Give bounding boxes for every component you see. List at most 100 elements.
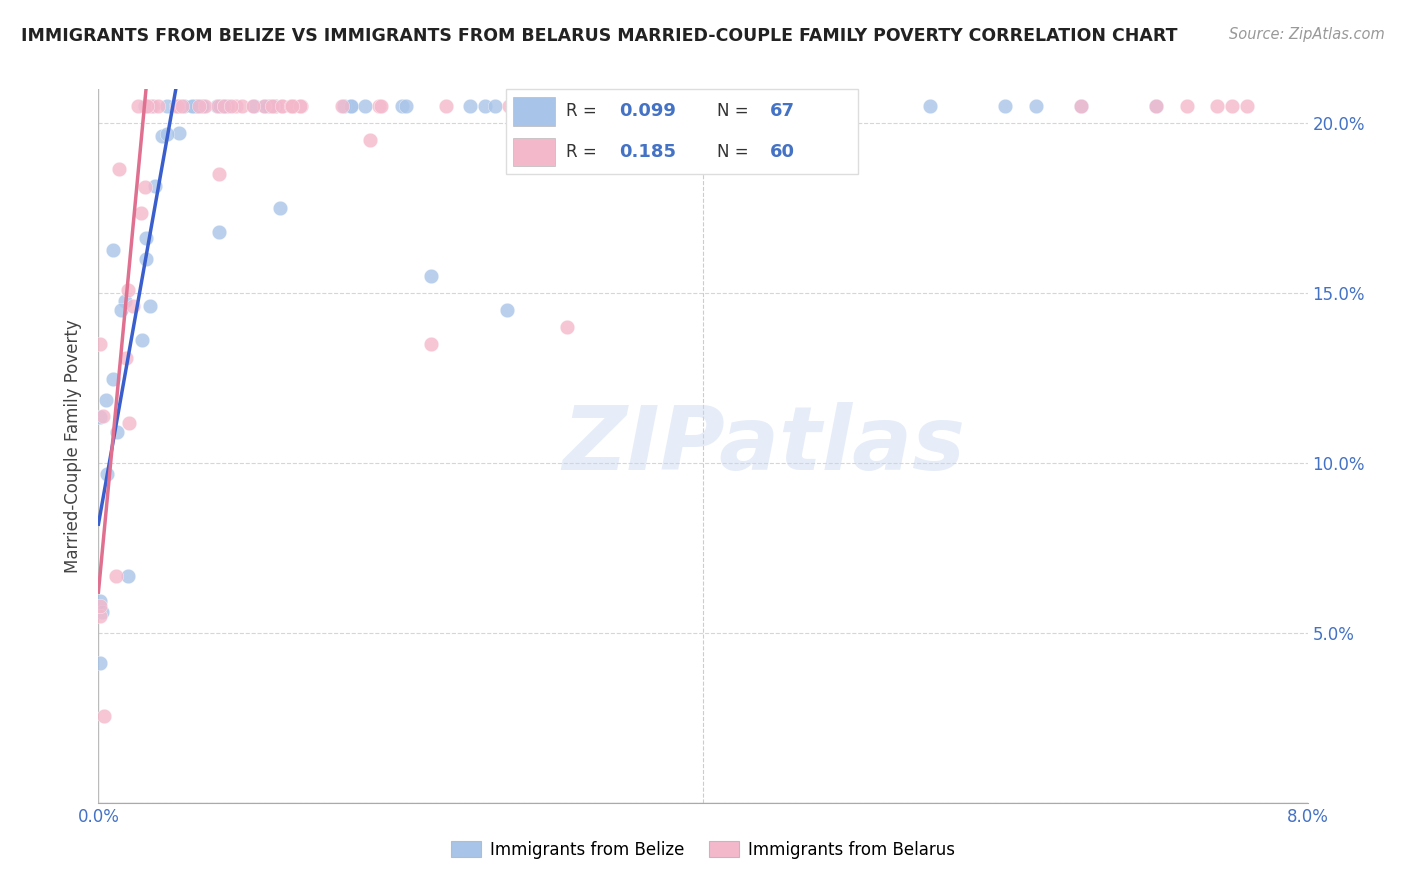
Point bbox=[101, 372, 124, 386]
Point bbox=[91, 409, 114, 423]
Point bbox=[143, 178, 166, 193]
Point bbox=[89, 410, 111, 425]
Point bbox=[103, 244, 125, 258]
Point bbox=[105, 425, 128, 439]
Point bbox=[191, 99, 214, 113]
Point bbox=[89, 594, 111, 608]
Point bbox=[253, 99, 276, 113]
Point bbox=[575, 99, 598, 113]
Point bbox=[281, 99, 304, 113]
Text: Source: ZipAtlas.com: Source: ZipAtlas.com bbox=[1229, 27, 1385, 42]
Point bbox=[135, 231, 157, 245]
Point bbox=[146, 99, 169, 113]
Point bbox=[271, 99, 294, 113]
Point bbox=[474, 99, 496, 113]
Point bbox=[121, 299, 143, 313]
Point bbox=[105, 569, 128, 583]
Point bbox=[96, 467, 118, 482]
Point bbox=[262, 99, 284, 113]
Point bbox=[217, 99, 239, 113]
Point bbox=[1146, 99, 1168, 113]
Point bbox=[165, 99, 187, 113]
Point bbox=[142, 99, 165, 113]
Point bbox=[283, 99, 305, 113]
Point bbox=[271, 99, 294, 113]
Point bbox=[166, 99, 188, 113]
Point bbox=[205, 99, 228, 113]
Point bbox=[114, 294, 136, 309]
Point bbox=[550, 99, 572, 113]
Point bbox=[353, 99, 375, 113]
Point bbox=[333, 99, 356, 113]
Text: 0.099: 0.099 bbox=[619, 103, 675, 120]
Point bbox=[360, 133, 382, 147]
FancyBboxPatch shape bbox=[506, 89, 858, 174]
Point bbox=[330, 99, 353, 113]
Text: 67: 67 bbox=[770, 103, 794, 120]
Point bbox=[395, 99, 418, 113]
Point bbox=[207, 99, 229, 113]
Point bbox=[290, 99, 312, 113]
Point bbox=[264, 99, 287, 113]
Point bbox=[134, 180, 156, 194]
Point bbox=[194, 99, 217, 113]
Point bbox=[167, 99, 190, 113]
Point bbox=[118, 416, 141, 430]
Legend: Immigrants from Belize, Immigrants from Belarus: Immigrants from Belize, Immigrants from … bbox=[444, 835, 962, 866]
Point bbox=[495, 303, 517, 318]
Point bbox=[93, 709, 115, 723]
Y-axis label: Married-Couple Family Poverty: Married-Couple Family Poverty bbox=[65, 319, 83, 573]
Text: R =: R = bbox=[565, 143, 602, 161]
Point bbox=[131, 333, 153, 347]
Text: 60: 60 bbox=[770, 143, 794, 161]
Text: ZIPatlas: ZIPatlas bbox=[562, 402, 965, 490]
Point bbox=[1175, 99, 1198, 113]
Point bbox=[370, 99, 392, 113]
Point bbox=[107, 162, 129, 177]
Point bbox=[173, 99, 195, 113]
Point bbox=[212, 99, 235, 113]
Point bbox=[184, 99, 207, 113]
Point bbox=[592, 99, 614, 113]
Point bbox=[1220, 99, 1243, 113]
Point bbox=[420, 337, 443, 351]
Point bbox=[115, 351, 138, 366]
Point bbox=[1146, 99, 1168, 113]
Point bbox=[434, 99, 457, 113]
Point bbox=[420, 269, 443, 284]
Point bbox=[1236, 99, 1258, 113]
Point bbox=[994, 99, 1017, 113]
Point bbox=[117, 283, 139, 297]
Point bbox=[167, 99, 190, 113]
Point bbox=[167, 99, 190, 113]
Point bbox=[368, 99, 391, 113]
Point bbox=[212, 99, 235, 113]
Point bbox=[135, 99, 157, 113]
Point bbox=[280, 99, 302, 113]
Point bbox=[180, 99, 202, 113]
Point bbox=[269, 201, 291, 215]
Point bbox=[135, 99, 157, 113]
Point bbox=[243, 99, 266, 113]
Text: N =: N = bbox=[717, 143, 754, 161]
Point bbox=[127, 99, 149, 113]
Point bbox=[225, 99, 247, 113]
FancyBboxPatch shape bbox=[513, 137, 555, 166]
Point bbox=[676, 99, 699, 113]
Point bbox=[135, 252, 157, 266]
Point bbox=[186, 99, 208, 113]
Point bbox=[134, 99, 156, 113]
Point bbox=[498, 99, 520, 113]
Point bbox=[117, 569, 139, 583]
Point bbox=[172, 99, 194, 113]
Point bbox=[89, 656, 111, 670]
Point bbox=[167, 126, 190, 140]
Point bbox=[139, 99, 162, 113]
Point bbox=[91, 605, 114, 619]
Point bbox=[583, 99, 606, 113]
Point bbox=[391, 99, 413, 113]
Point bbox=[1070, 99, 1092, 113]
Text: R =: R = bbox=[565, 103, 602, 120]
Point bbox=[290, 99, 312, 113]
Point bbox=[724, 99, 747, 113]
